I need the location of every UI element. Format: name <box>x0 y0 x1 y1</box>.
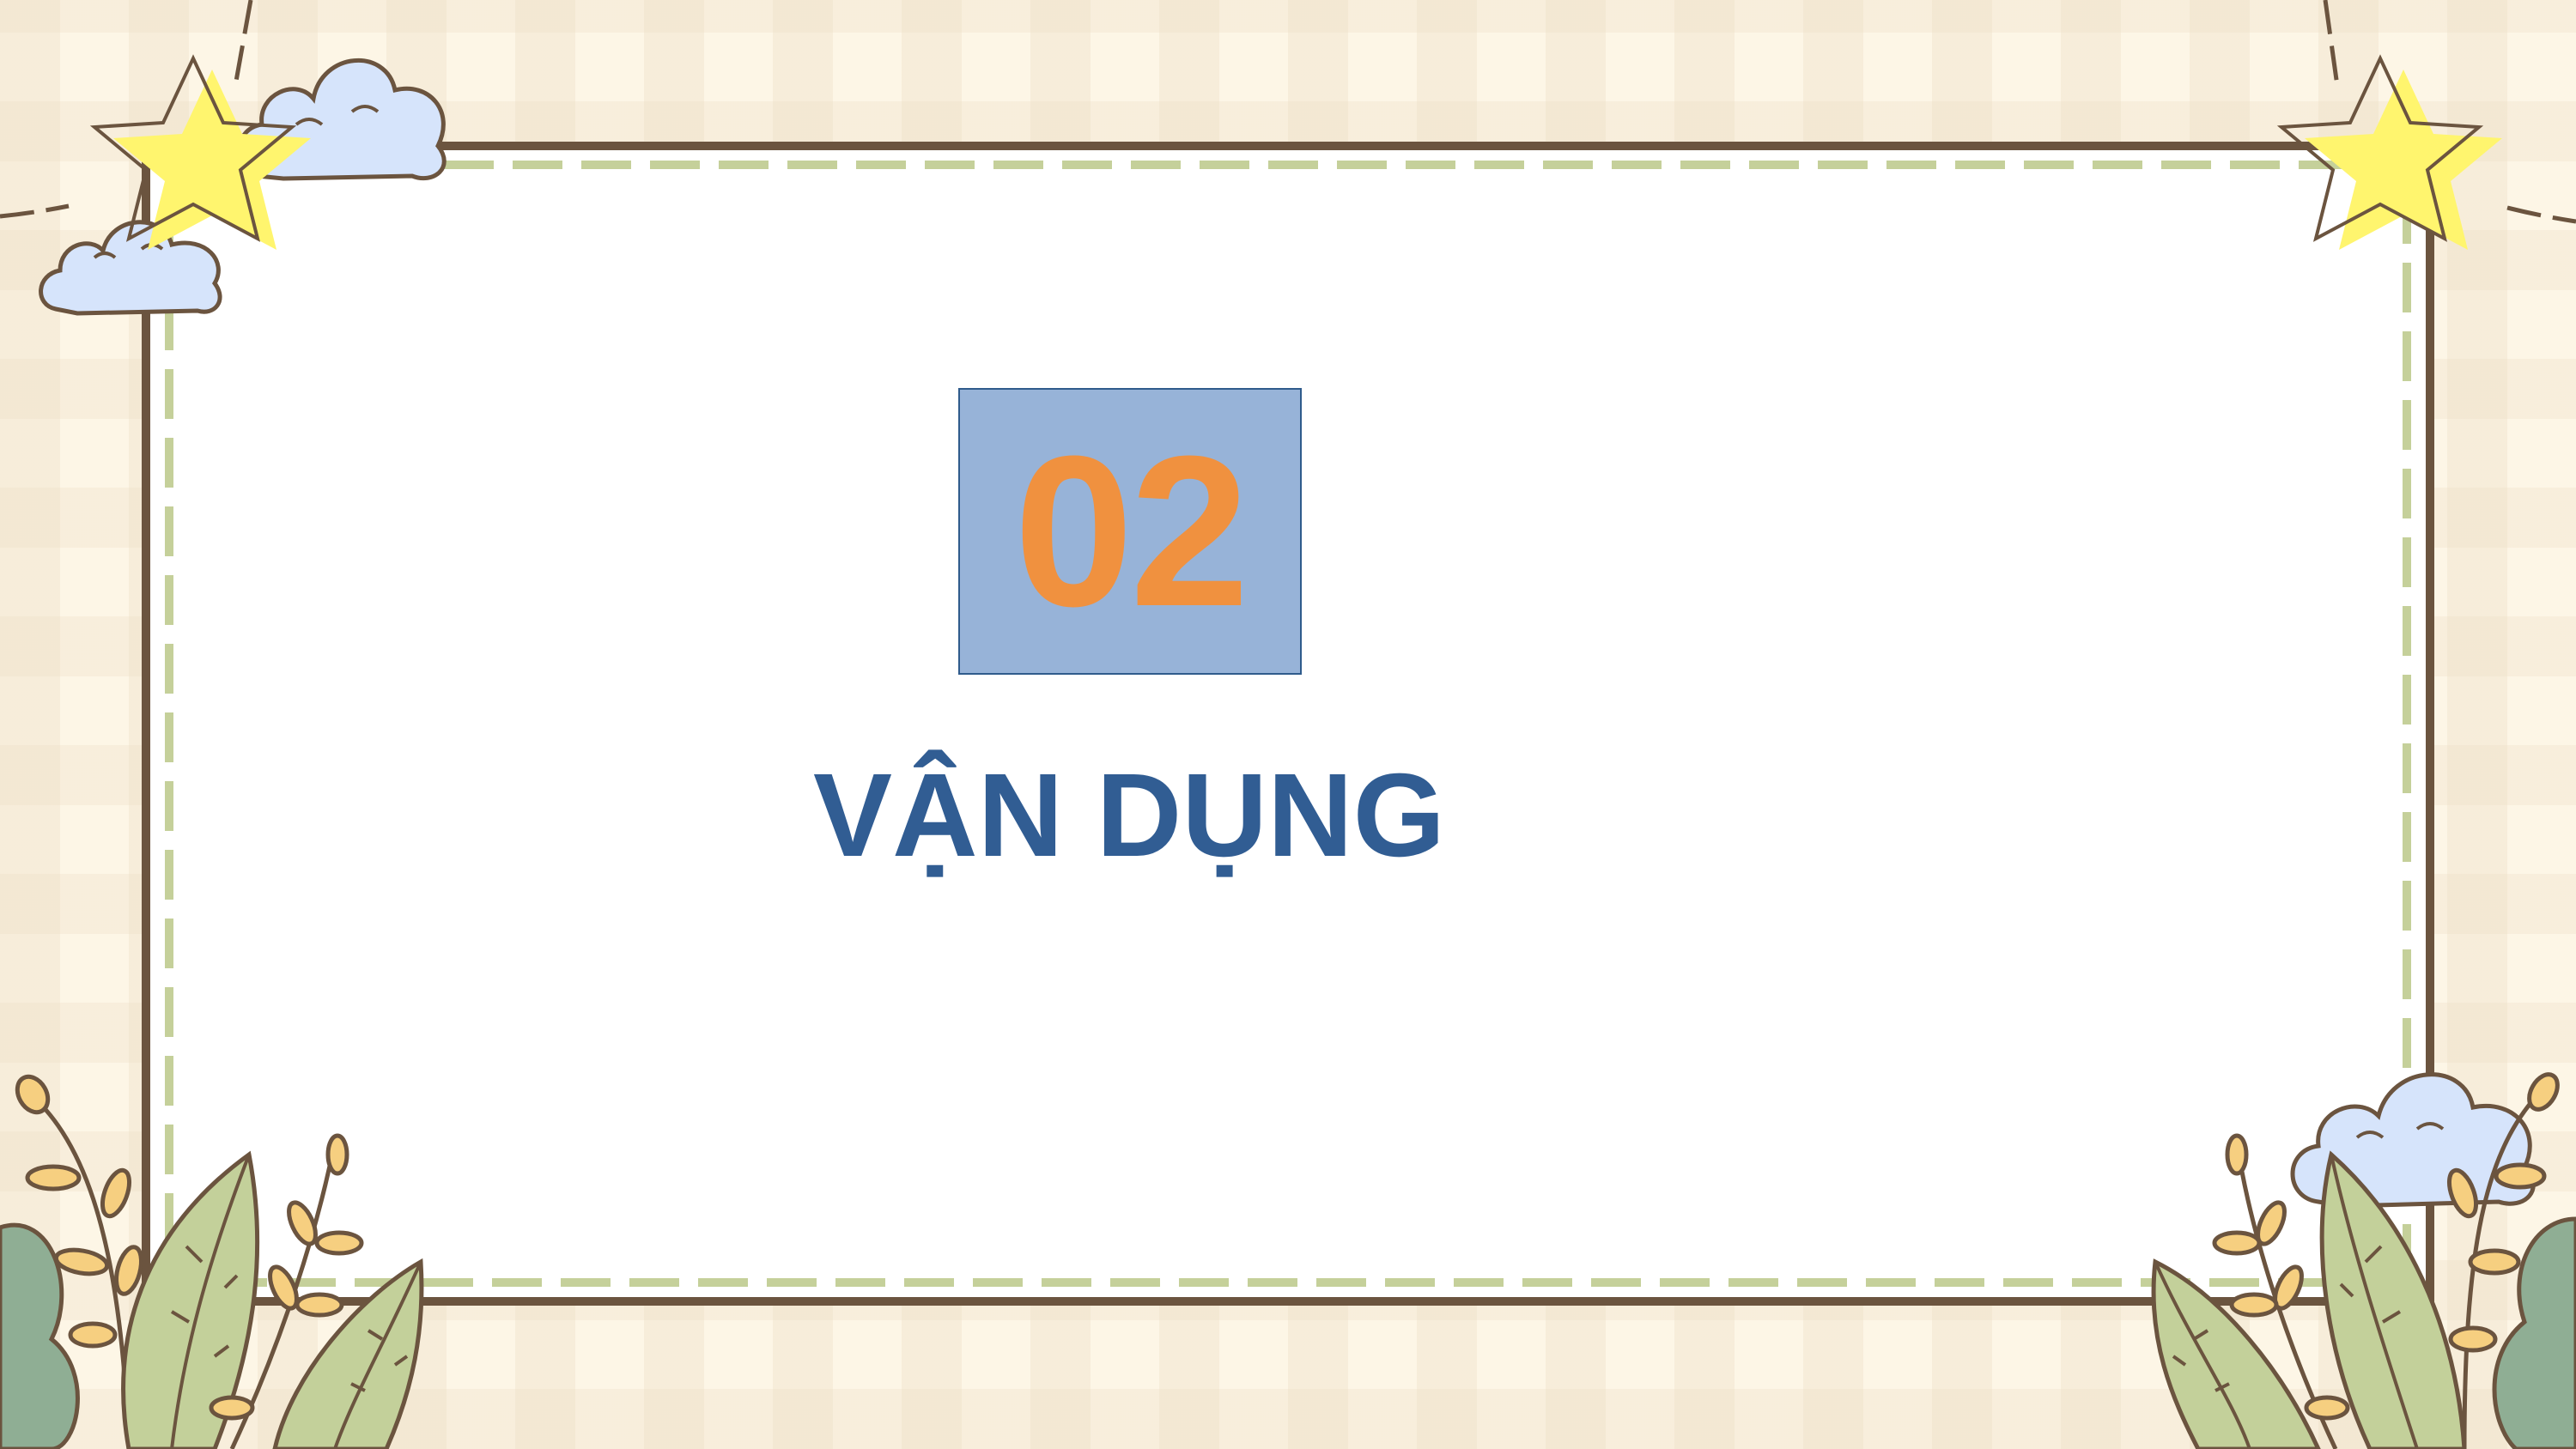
ray-lines-top-right <box>2323 0 2576 224</box>
star-icon <box>2276 54 2502 250</box>
leaf-icon <box>2492 1216 2576 1449</box>
berry-branch-icon <box>209 1133 364 1449</box>
berry-branch-icon <box>2212 1133 2350 1449</box>
frame-dashed-border <box>165 161 2411 1287</box>
leaf-icon <box>0 1222 80 1449</box>
ray-lines-top-left <box>0 0 253 219</box>
frame-card <box>142 142 2434 1306</box>
star-icon <box>89 54 311 250</box>
leaf-icon <box>2319 1150 2467 1449</box>
berry-branch-icon <box>2446 1072 2560 1449</box>
section-number-box: 02 <box>958 388 1302 675</box>
leaf-icon <box>272 1258 424 1449</box>
section-title: VẬN DỤNG <box>812 749 1446 882</box>
berry-branch-icon <box>15 1074 143 1449</box>
section-number: 02 <box>1013 411 1249 651</box>
